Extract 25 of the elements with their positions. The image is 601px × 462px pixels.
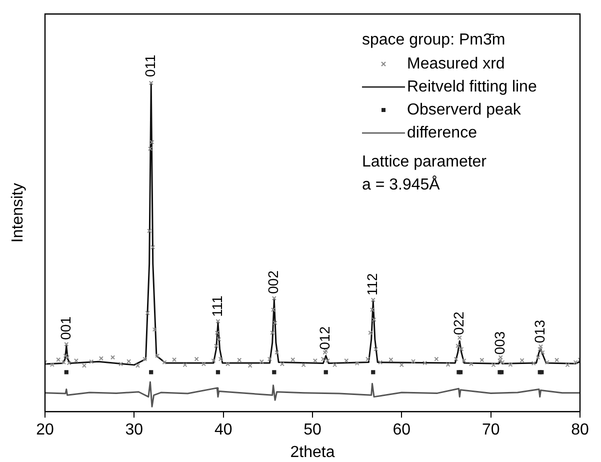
annotation: 013 [532, 320, 548, 344]
x-tick-label: 60 [392, 422, 411, 439]
x-tick-label: 30 [125, 422, 144, 439]
x-tick-label: 50 [304, 422, 322, 439]
annotation: 111 [208, 295, 225, 317]
annotation: 001 [57, 316, 74, 340]
annotation: 022 [450, 311, 466, 335]
annotation: 112 [364, 272, 380, 296]
x-tick-label: 20 [36, 422, 54, 439]
annotation: a = 3.945Å [362, 175, 440, 194]
annotation: 003 [492, 331, 508, 355]
legend-title: space group: Pm3̄m [362, 31, 506, 48]
y-axis-title: Intensity [9, 183, 26, 243]
x-tick-label: 80 [571, 422, 589, 439]
legend-label: Measured xrd [407, 55, 505, 72]
annotation: Lattice parameter [362, 153, 488, 170]
x-tick-label: 70 [482, 422, 500, 439]
annotation: 002 [265, 270, 282, 294]
annotation: 011 [142, 54, 158, 78]
legend-label: difference [407, 124, 478, 142]
x-tick-label: 40 [214, 422, 232, 439]
annotation: 012 [316, 326, 333, 350]
legend-label: Reitveld fitting line [407, 78, 537, 96]
x-axis-title: 2theta [290, 444, 335, 461]
legend-label: Observerd peak [407, 101, 522, 118]
